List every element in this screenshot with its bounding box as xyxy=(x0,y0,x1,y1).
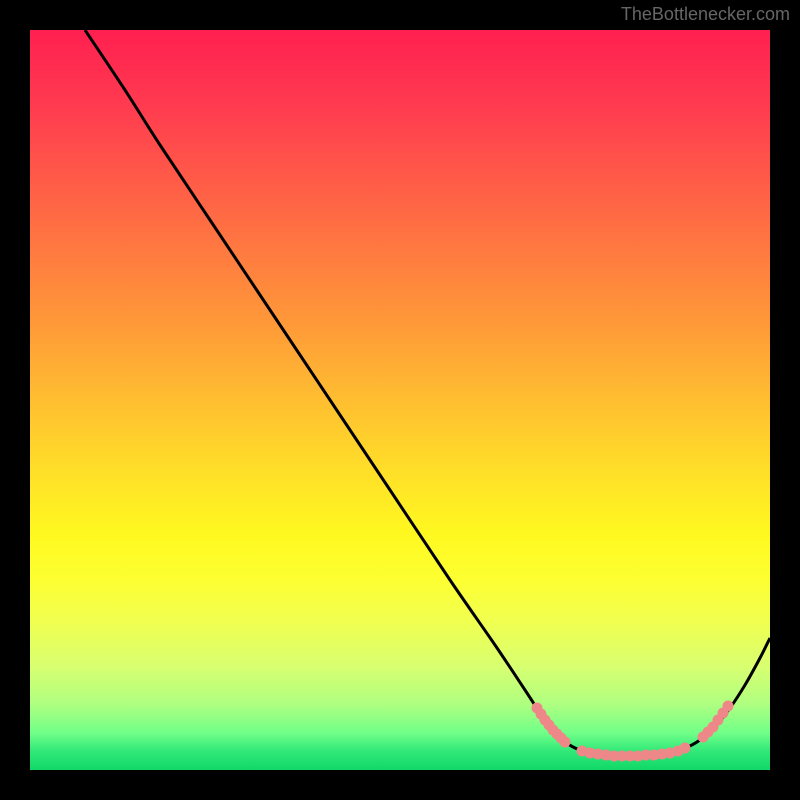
marker-dot xyxy=(723,701,734,712)
plot-area xyxy=(30,30,770,770)
highlight-markers xyxy=(532,701,734,762)
marker-dot xyxy=(680,743,691,754)
watermark-text: TheBottlenecker.com xyxy=(621,4,790,25)
curve-layer xyxy=(30,30,770,770)
marker-dot xyxy=(560,737,571,748)
bottleneck-curve xyxy=(85,30,770,756)
